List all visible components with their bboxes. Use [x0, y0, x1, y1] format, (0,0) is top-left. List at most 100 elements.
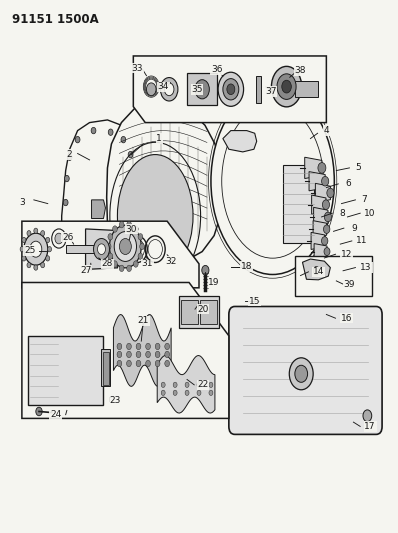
Circle shape	[117, 351, 122, 358]
Text: 16: 16	[341, 314, 352, 322]
Polygon shape	[107, 102, 223, 264]
Circle shape	[138, 253, 143, 260]
Polygon shape	[22, 221, 199, 288]
Circle shape	[77, 230, 82, 236]
Circle shape	[75, 136, 80, 143]
Circle shape	[108, 233, 113, 240]
Polygon shape	[133, 56, 326, 123]
Polygon shape	[314, 207, 328, 227]
Text: 5: 5	[355, 164, 361, 172]
Circle shape	[146, 351, 150, 358]
Circle shape	[324, 247, 330, 255]
Text: 24: 24	[50, 410, 61, 419]
Bar	[295, 81, 318, 97]
Polygon shape	[62, 120, 137, 245]
Circle shape	[64, 175, 69, 182]
Text: 33: 33	[132, 64, 143, 72]
Text: 6: 6	[345, 180, 351, 188]
Text: 3: 3	[19, 198, 25, 207]
Circle shape	[55, 233, 63, 244]
Circle shape	[227, 84, 235, 94]
Polygon shape	[187, 73, 217, 106]
Circle shape	[136, 351, 141, 358]
Text: 35: 35	[191, 85, 203, 94]
Circle shape	[146, 83, 156, 96]
Circle shape	[155, 360, 160, 367]
Circle shape	[36, 407, 42, 416]
Circle shape	[173, 390, 177, 395]
Polygon shape	[305, 157, 322, 179]
Text: 31: 31	[142, 260, 153, 268]
Circle shape	[197, 390, 201, 395]
Circle shape	[22, 256, 26, 261]
Text: 30: 30	[126, 225, 137, 233]
Text: 18: 18	[241, 262, 252, 271]
Circle shape	[324, 225, 330, 233]
Bar	[101, 349, 110, 386]
Circle shape	[202, 265, 209, 275]
Circle shape	[46, 256, 50, 261]
Circle shape	[363, 410, 372, 422]
Circle shape	[165, 360, 170, 367]
Text: 4: 4	[324, 126, 329, 135]
Text: 1: 1	[156, 134, 162, 143]
Circle shape	[173, 382, 177, 387]
Circle shape	[197, 382, 201, 387]
Circle shape	[209, 390, 213, 395]
Circle shape	[140, 243, 144, 249]
Circle shape	[136, 360, 141, 367]
Text: 17: 17	[365, 422, 376, 431]
Circle shape	[155, 351, 160, 358]
Circle shape	[160, 77, 178, 101]
Polygon shape	[223, 131, 257, 152]
Bar	[28, 336, 103, 405]
Text: 32: 32	[166, 257, 177, 265]
Circle shape	[322, 237, 328, 245]
Circle shape	[41, 231, 45, 236]
Circle shape	[164, 83, 174, 96]
Circle shape	[27, 262, 31, 268]
Circle shape	[165, 343, 170, 350]
Bar	[283, 165, 314, 243]
Ellipse shape	[211, 88, 334, 274]
Text: 26: 26	[62, 233, 73, 241]
Text: 20: 20	[197, 305, 209, 313]
Circle shape	[20, 246, 24, 252]
Text: 34: 34	[158, 83, 169, 91]
Text: 14: 14	[313, 268, 324, 276]
Bar	[200, 300, 217, 324]
Text: 11: 11	[357, 237, 368, 245]
Circle shape	[295, 365, 308, 382]
Circle shape	[282, 80, 291, 93]
Text: 28: 28	[102, 260, 113, 268]
Circle shape	[108, 224, 113, 231]
Circle shape	[136, 343, 141, 350]
Circle shape	[63, 199, 68, 206]
Text: 10: 10	[365, 209, 376, 217]
Bar	[103, 352, 109, 385]
Circle shape	[161, 390, 165, 395]
Circle shape	[129, 173, 134, 179]
Circle shape	[322, 176, 329, 186]
Text: 13: 13	[361, 263, 372, 272]
Circle shape	[289, 358, 313, 390]
Circle shape	[34, 228, 38, 233]
Circle shape	[114, 231, 137, 261]
Circle shape	[27, 231, 31, 236]
Circle shape	[48, 246, 52, 252]
Circle shape	[185, 382, 189, 387]
Circle shape	[127, 194, 132, 200]
Text: 27: 27	[80, 266, 91, 274]
Polygon shape	[86, 229, 119, 270]
Circle shape	[94, 239, 109, 260]
Circle shape	[22, 237, 26, 243]
Circle shape	[117, 360, 122, 367]
Circle shape	[121, 136, 126, 143]
Polygon shape	[313, 221, 327, 238]
Circle shape	[41, 262, 45, 268]
Circle shape	[313, 266, 320, 275]
Circle shape	[108, 253, 113, 260]
Text: 19: 19	[209, 278, 220, 287]
Circle shape	[223, 78, 239, 100]
Ellipse shape	[117, 155, 193, 277]
